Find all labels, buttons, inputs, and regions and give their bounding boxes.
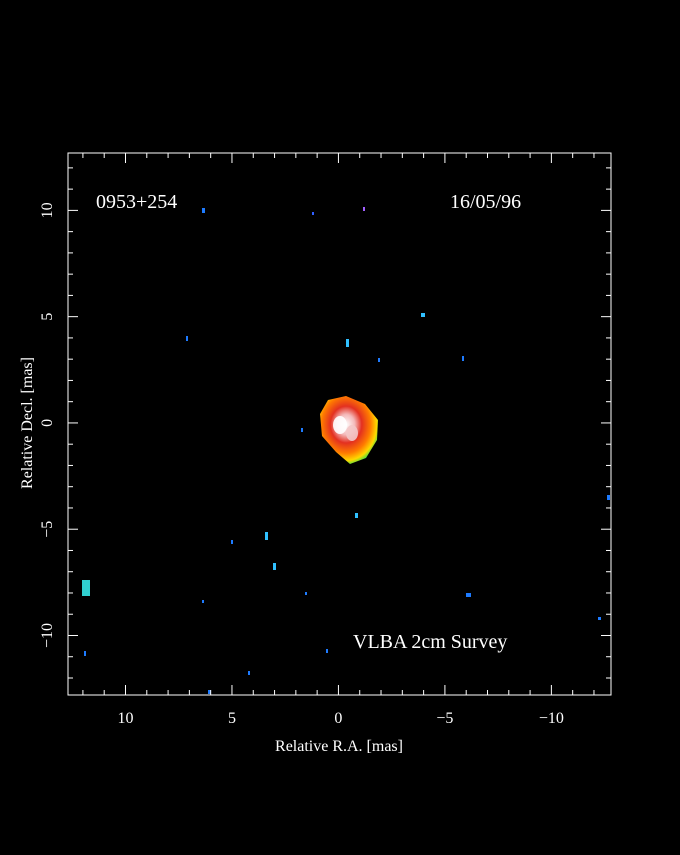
y-tick-label: −5: [39, 521, 56, 538]
x-axis-label: Relative R.A. [mas]: [275, 738, 403, 755]
x-tick-label: −5: [436, 710, 453, 727]
plot-frame: [67, 152, 612, 696]
y-axis-label: Relative Decl. [mas]: [19, 357, 36, 489]
source-label: 0953+254: [96, 191, 177, 213]
y-tick-label: 10: [39, 202, 56, 218]
y-tick-label: 0: [39, 419, 56, 427]
date-label: 16/05/96: [450, 191, 521, 213]
x-tick-label: 0: [334, 710, 342, 727]
y-tick-label: 5: [39, 313, 56, 321]
x-tick-label: 5: [228, 710, 236, 727]
noise-spots: [82, 207, 610, 694]
survey-label: VLBA 2cm Survey: [353, 631, 507, 653]
x-tick-label: 10: [117, 710, 133, 727]
y-tick-label: −10: [39, 623, 56, 648]
source-emission: [320, 396, 378, 464]
x-tick-label: −10: [539, 710, 564, 727]
